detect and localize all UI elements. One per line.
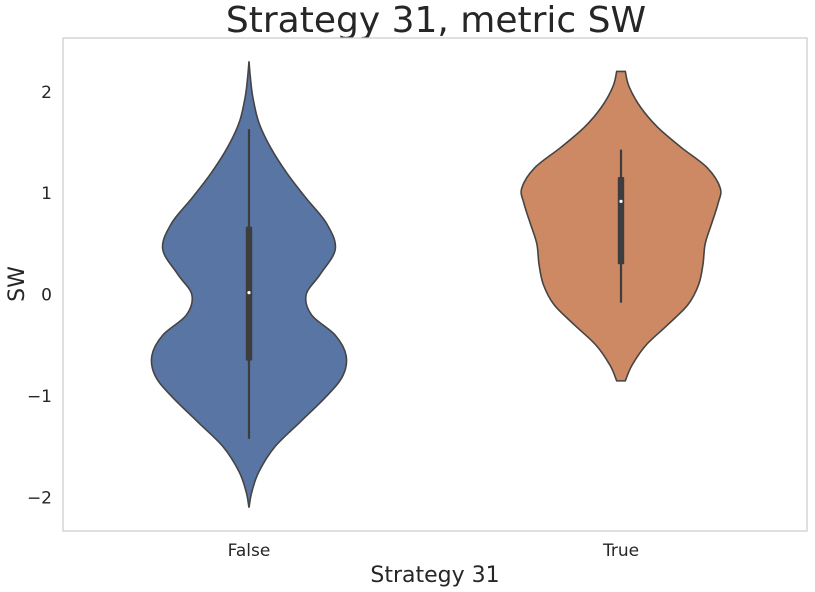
y-tick-label: −2 — [27, 489, 52, 509]
y-axis-ticks: −2 −1 0 1 2 — [27, 83, 52, 509]
y-tick-label: 1 — [41, 184, 52, 204]
y-tick-label: 0 — [41, 286, 52, 306]
chart-title: Strategy 31, metric SW — [226, 0, 646, 41]
y-tick-label: 2 — [41, 83, 52, 103]
violin-true — [520, 70, 722, 382]
iqr-box — [617, 176, 625, 265]
violins — [150, 61, 722, 508]
x-tick-label: False — [228, 541, 271, 561]
median-marker — [619, 199, 623, 203]
median-marker — [247, 291, 251, 295]
x-axis-ticks: False True — [228, 541, 639, 561]
y-axis-label: SW — [5, 266, 30, 302]
x-axis-label: Strategy 31 — [370, 563, 499, 588]
y-tick-label: −1 — [27, 387, 52, 407]
x-tick-label: True — [602, 541, 639, 561]
violin-false — [150, 61, 348, 508]
